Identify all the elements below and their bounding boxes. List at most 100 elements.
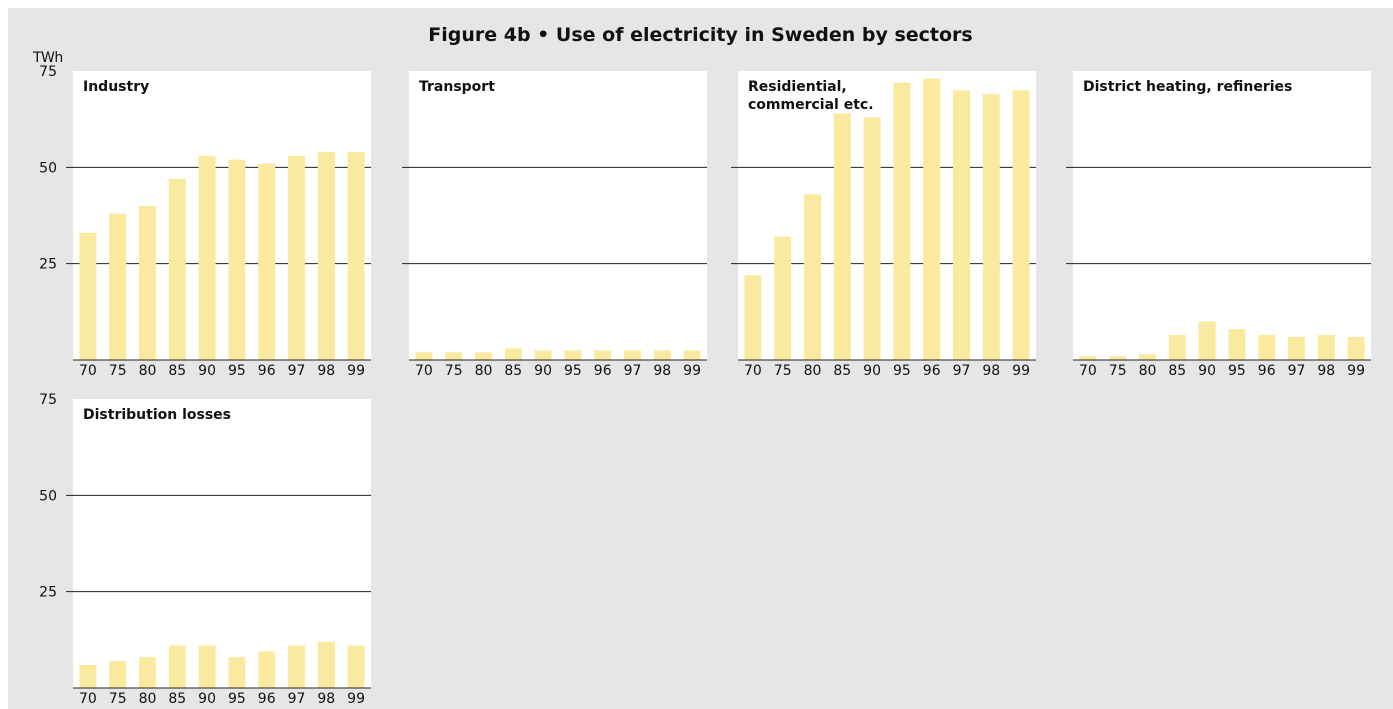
chart-panel-1: 25 50 75 70 75 80 85 90 95 96 97 98 99 Industry: [39, 64, 371, 379]
bar: [445, 352, 463, 360]
plot-area: [409, 71, 707, 360]
bar: [198, 155, 216, 360]
bar: [1109, 356, 1127, 360]
bar: [1288, 336, 1305, 360]
x-tick-label: 70: [415, 363, 433, 379]
x-tick-label: 80: [804, 363, 822, 379]
x-tick-label: 85: [168, 691, 186, 707]
bar: [744, 275, 762, 360]
x-tick-label: 75: [774, 363, 792, 379]
x-tick-label: 98: [982, 363, 1000, 379]
x-tick-label: 85: [504, 363, 522, 379]
bar: [258, 651, 276, 688]
x-tick-label: 75: [1109, 363, 1127, 379]
x-tick-label: 99: [1347, 363, 1365, 379]
x-tick-label: 70: [1079, 363, 1097, 379]
bar: [1347, 336, 1365, 360]
x-tick-label: 98: [1317, 363, 1335, 379]
bar: [683, 350, 701, 360]
bar: [168, 645, 186, 688]
bar: [1258, 335, 1276, 360]
y-tick-label: 75: [39, 64, 57, 80]
panel-title: Distribution losses: [83, 407, 231, 423]
x-tick-label: 97: [288, 363, 306, 379]
panel-title: District heating, refineries: [1083, 79, 1292, 95]
y-tick-label: 50: [39, 488, 57, 504]
x-tick-label: 95: [893, 363, 911, 379]
bar: [228, 159, 246, 360]
x-tick-label: 90: [863, 363, 881, 379]
bar: [863, 117, 881, 360]
bar: [288, 155, 305, 360]
y-tick-label: 50: [39, 160, 57, 176]
x-tick-label: 97: [953, 363, 971, 379]
x-tick-label: 95: [228, 691, 246, 707]
bar: [893, 82, 911, 360]
x-tick-label: 70: [79, 363, 97, 379]
x-tick-label: 99: [1012, 363, 1030, 379]
x-tick-label: 85: [168, 363, 186, 379]
bar: [653, 350, 671, 360]
bar: [982, 94, 1000, 360]
x-tick-label: 80: [139, 691, 157, 707]
x-tick-label: 99: [683, 363, 701, 379]
bar: [317, 641, 335, 688]
bar: [1228, 329, 1246, 360]
bar: [79, 232, 97, 360]
bar: [1079, 356, 1097, 360]
y-tick-label: 25: [39, 585, 57, 601]
panel-title: commercial etc.: [748, 97, 874, 113]
x-tick-label: 70: [744, 363, 762, 379]
x-tick-label: 85: [1168, 363, 1186, 379]
chart-panel-3: 70 75 80 85 90 95 96 97 98 99 Residiential, commerc…: [731, 71, 1036, 379]
y-tick-label: 75: [39, 392, 57, 408]
bar: [624, 350, 641, 360]
x-tick-label: 96: [594, 363, 612, 379]
x-tick-label: 96: [1258, 363, 1276, 379]
x-tick-label: 80: [475, 363, 493, 379]
chart-panel-5: 25 50 75 70 75 80 85 90 95 96 97 98 99 Distribution l…: [39, 392, 371, 707]
bar: [109, 213, 127, 360]
x-tick-label: 95: [228, 363, 246, 379]
bar: [258, 163, 276, 360]
x-tick-label: 96: [258, 691, 276, 707]
figure-title: Figure 4b • Use of electricity in Sweden…: [428, 24, 973, 46]
x-tick-label: 75: [445, 363, 463, 379]
x-tick-label: 95: [1228, 363, 1246, 379]
panel-title: Transport: [419, 79, 495, 95]
bar: [79, 664, 97, 688]
bar: [564, 350, 582, 360]
chart-panel-2: 70 75 80 85 90 95 96 97 98 99 Transport: [402, 71, 707, 379]
x-tick-label: 98: [317, 363, 335, 379]
bar: [139, 657, 156, 688]
x-tick-label: 90: [198, 691, 216, 707]
bar: [288, 645, 305, 688]
x-tick-label: 96: [923, 363, 941, 379]
x-tick-label: 85: [833, 363, 851, 379]
figure-panel: Figure 4b • Use of electricity in Sweden…: [8, 8, 1393, 709]
bar: [833, 113, 851, 361]
bar: [804, 194, 821, 360]
x-tick-label: 70: [79, 691, 97, 707]
x-tick-label: 98: [317, 691, 335, 707]
panel-title: Industry: [83, 79, 149, 95]
bar: [475, 352, 492, 360]
y-unit-label: TWh: [33, 50, 63, 66]
x-tick-label: 97: [624, 363, 642, 379]
chart-panel-4: 70 75 80 85 90 95 96 97 98 99 District heating, re…: [1066, 71, 1371, 379]
bar: [594, 350, 612, 360]
bar: [228, 657, 246, 688]
bar: [534, 350, 552, 360]
x-tick-label: 96: [258, 363, 276, 379]
x-tick-label: 90: [534, 363, 552, 379]
plot-area: [1073, 71, 1371, 360]
bar: [774, 236, 792, 360]
x-tick-label: 99: [347, 363, 365, 379]
y-tick-label: 25: [39, 257, 57, 273]
chart-grid: 25 50 75 70 75 80 85 90 95 96 97 98 99 Industry 70 75 80…: [39, 64, 1371, 707]
bar: [1139, 354, 1156, 360]
bar: [347, 645, 365, 688]
x-tick-label: 75: [109, 363, 127, 379]
x-tick-label: 95: [564, 363, 582, 379]
plot-area: [73, 399, 371, 688]
